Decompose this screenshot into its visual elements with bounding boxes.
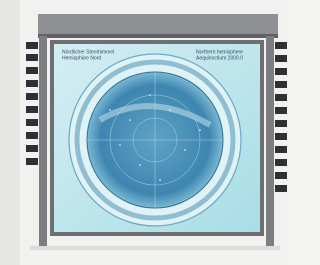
awning <box>38 14 278 36</box>
scene: Nördlicher Sternhimmel Hemisphäre Nord N… <box>0 0 287 265</box>
right-heading: Aequinoctium 2000.0 <box>196 55 243 61</box>
right-post <box>266 36 274 246</box>
left-heading: Hemisphäre Nord <box>62 55 101 61</box>
ledge <box>30 246 280 250</box>
wall-shadow <box>0 0 20 265</box>
awning-edge <box>38 34 278 38</box>
page: {"panel": {"left_heading": ["Nördlicher … <box>0 0 287 265</box>
left-post <box>39 36 47 246</box>
